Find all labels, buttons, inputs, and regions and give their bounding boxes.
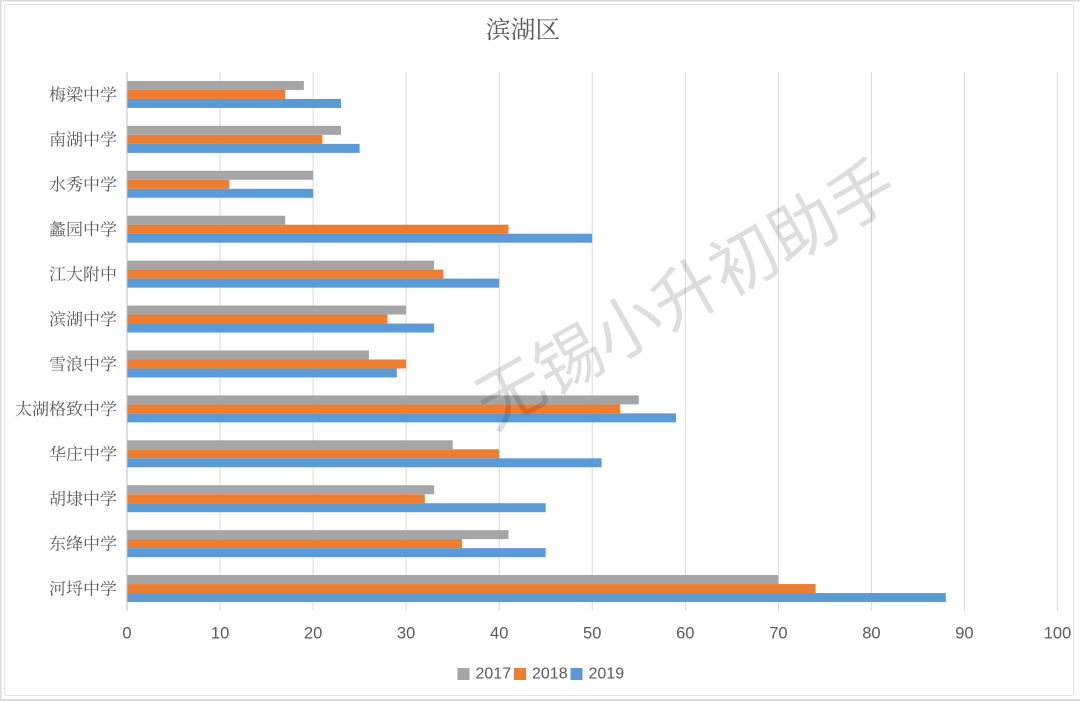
svg-text:60: 60 <box>676 625 694 643</box>
svg-text:30: 30 <box>397 625 415 643</box>
svg-text:70: 70 <box>769 625 787 643</box>
svg-text:40: 40 <box>490 625 508 643</box>
svg-text:90: 90 <box>955 625 973 643</box>
svg-text:80: 80 <box>862 625 880 643</box>
svg-text:2017: 2017 <box>476 666 512 683</box>
svg-text:50: 50 <box>583 625 601 643</box>
svg-text:0: 0 <box>122 625 131 643</box>
svg-text:100: 100 <box>1044 625 1072 643</box>
svg-text:2019: 2019 <box>589 666 625 683</box>
svg-text:20: 20 <box>304 625 322 643</box>
svg-text:2018: 2018 <box>532 666 568 683</box>
svg-text:10: 10 <box>211 625 229 643</box>
